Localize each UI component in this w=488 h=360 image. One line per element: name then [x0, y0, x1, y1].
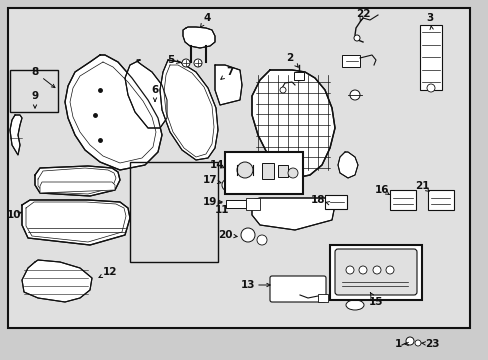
Polygon shape: [35, 166, 120, 196]
Bar: [278, 165, 287, 177]
Text: 2: 2: [286, 53, 293, 63]
Text: 16: 16: [374, 185, 388, 195]
Circle shape: [194, 59, 202, 67]
Circle shape: [182, 59, 190, 67]
Text: 21: 21: [414, 181, 428, 191]
Text: 3: 3: [426, 13, 433, 23]
Circle shape: [346, 266, 353, 274]
Text: 4: 4: [203, 13, 210, 23]
Circle shape: [287, 168, 297, 178]
Polygon shape: [22, 200, 130, 245]
Polygon shape: [125, 60, 167, 128]
Text: 17: 17: [202, 175, 217, 185]
Circle shape: [237, 162, 252, 178]
Text: 9: 9: [31, 91, 39, 101]
Bar: [419, 25, 441, 90]
Circle shape: [257, 235, 266, 245]
Bar: [225, 200, 245, 208]
Circle shape: [280, 87, 285, 93]
Text: 15: 15: [368, 297, 383, 307]
Circle shape: [414, 340, 420, 346]
Bar: [427, 190, 453, 210]
Text: 6: 6: [151, 85, 158, 95]
Bar: [262, 163, 273, 179]
Circle shape: [353, 35, 359, 41]
Circle shape: [385, 266, 393, 274]
Bar: [293, 72, 304, 80]
Polygon shape: [65, 55, 162, 170]
Polygon shape: [10, 115, 22, 155]
Polygon shape: [183, 27, 215, 48]
Text: 10: 10: [7, 210, 21, 220]
Text: 12: 12: [102, 267, 117, 277]
Polygon shape: [40, 182, 115, 193]
FancyBboxPatch shape: [269, 276, 325, 302]
Text: 1: 1: [393, 339, 401, 349]
Polygon shape: [160, 60, 218, 160]
Ellipse shape: [346, 300, 363, 310]
Polygon shape: [251, 70, 334, 178]
Circle shape: [358, 266, 366, 274]
Text: 20: 20: [217, 230, 232, 240]
Circle shape: [372, 266, 380, 274]
Polygon shape: [251, 198, 334, 230]
Circle shape: [243, 177, 252, 187]
Bar: [224, 152, 303, 194]
Circle shape: [222, 179, 234, 191]
Circle shape: [349, 90, 359, 100]
Circle shape: [405, 337, 413, 345]
Text: 7: 7: [226, 67, 233, 77]
Text: 18: 18: [310, 195, 325, 205]
Circle shape: [241, 228, 254, 242]
Text: 19: 19: [203, 197, 217, 207]
Text: 8: 8: [31, 67, 39, 77]
FancyBboxPatch shape: [334, 249, 416, 295]
Bar: [329, 245, 421, 300]
Bar: [245, 198, 260, 210]
Bar: [317, 294, 327, 302]
Circle shape: [236, 179, 244, 187]
Text: 11: 11: [214, 205, 229, 215]
Bar: [389, 190, 415, 210]
Polygon shape: [22, 260, 92, 302]
Bar: [8, 8, 469, 328]
Bar: [341, 55, 359, 67]
Bar: [10, 70, 58, 112]
Polygon shape: [215, 65, 242, 105]
Text: 22: 22: [355, 9, 369, 19]
Polygon shape: [337, 152, 357, 178]
Bar: [130, 162, 218, 262]
Bar: [325, 195, 346, 209]
Text: 5: 5: [167, 55, 174, 65]
Text: 14: 14: [209, 160, 224, 170]
Circle shape: [426, 84, 434, 92]
Text: 23: 23: [424, 339, 438, 349]
Text: 13: 13: [240, 280, 255, 290]
